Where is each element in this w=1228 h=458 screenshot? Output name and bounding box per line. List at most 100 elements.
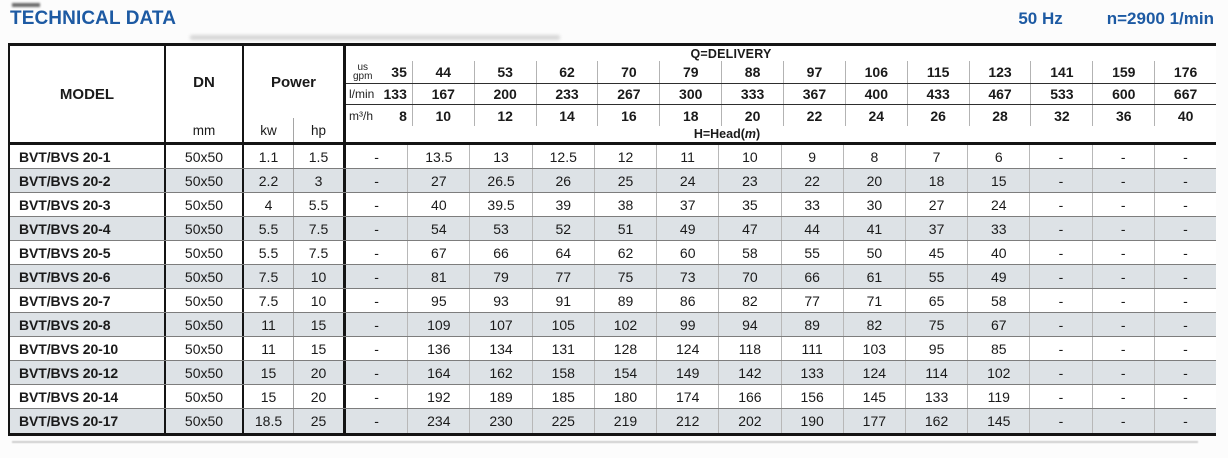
table-row: BVT/BVS 20-3 50x50 4 5.5-40 39.5 39 38 37 35 33 30… (10, 193, 1216, 217)
head-value-cell: 89 (595, 289, 658, 312)
head-value-cell: 145 (844, 385, 906, 408)
head-value-cell: - (1030, 409, 1093, 433)
model-cell: BVT/BVS 20-17 (10, 409, 166, 433)
topbar: TECHNICAL DATA 50 Hz n=2900 1/min (10, 8, 1214, 30)
head-value-cell: 52 (533, 217, 595, 240)
delivery-header: Q=DELIVERY us gpm 35 44 53 62 70 79 88 97 106 115 12… (346, 46, 1216, 142)
head-value-cell: - (1030, 169, 1093, 192)
head-value-cell: 124 (844, 361, 906, 384)
head-value-cell: - (1030, 241, 1093, 264)
table-row: BVT/BVS 20-10 50x50 11 15-136 134 131 128 124 11… (10, 337, 1216, 361)
head-value-cell: 212 (657, 409, 720, 433)
head-value-cell: 26 (533, 169, 595, 192)
flow-value-cell: 176 (1173, 64, 1198, 80)
head-value-cell: 13.5 (408, 145, 471, 168)
dn-header-label: DN (193, 73, 215, 91)
head-value-cell: 51 (595, 217, 658, 240)
flow-value-cell: 22 (784, 105, 846, 126)
head-value-cell: 55 (906, 265, 969, 288)
table-row: BVT/BVS 20-14 50x50 15 20-192 189 185 180 174 16… (10, 385, 1216, 409)
head-value-cell: 114 (906, 361, 969, 384)
power-header-label: Power (270, 73, 316, 91)
head-value-cell: - (1030, 193, 1093, 216)
model-cell: BVT/BVS 20-12 (10, 361, 166, 384)
head-value-cell: 44 (782, 217, 844, 240)
dn-cell: 50x50 (166, 145, 244, 168)
power-units-row: kw hp (244, 118, 343, 142)
head-value-cell: 95 (408, 289, 471, 312)
head-value-cell: - (346, 169, 409, 192)
model-cell: BVT/BVS 20-6 (10, 265, 166, 288)
table-row: BVT/BVS 20-5 50x50 5.5 7.5-67 66 64 62 60 58 55 50… (10, 241, 1216, 265)
dn-cell: 50x50 (166, 169, 244, 192)
head-value-cell: - (1093, 409, 1155, 433)
flow-unit-row: us gpm 35 44 53 62 70 79 88 97 106 115 123 141 159 176 (346, 61, 1216, 84)
head-value-cell: 55 (782, 241, 844, 264)
hp-cell: 15 (294, 313, 346, 336)
head-value-cell: 25 (595, 169, 658, 192)
head-value-cell: 15 (968, 169, 1031, 192)
flow-value-cell: 267 (598, 84, 661, 104)
page-title: TECHNICAL DATA (10, 8, 177, 29)
flow-value-cell: 20 (722, 105, 785, 126)
flow-value-cell: 79 (660, 61, 723, 83)
table-row: BVT/BVS 20-4 50x50 5.5 7.5-54 53 52 51 49 47 44 41… (10, 217, 1216, 241)
head-value-cell: 33 (782, 193, 844, 216)
head-value-cell: - (1093, 217, 1155, 240)
model-cell: BVT/BVS 20-1 (10, 145, 166, 168)
head-value-cell: - (1030, 385, 1093, 408)
kw-cell: 4 (244, 193, 294, 216)
head-value-cell: 75 (595, 265, 658, 288)
head-value-cell: 118 (719, 337, 782, 360)
head-value-cell: 86 (657, 289, 720, 312)
head-value-cell: - (1183, 220, 1188, 237)
head-value-cell: 9 (782, 145, 844, 168)
head-value-cell: 107 (470, 313, 533, 336)
head-value-cell: 26.5 (470, 169, 533, 192)
flow-value-cell: 62 (537, 61, 599, 83)
flow-value-cell: 12 (475, 105, 537, 126)
hp-cell: 1.5 (294, 145, 346, 168)
head-value-cell: - (1030, 313, 1093, 336)
head-value-cell: 39 (533, 193, 595, 216)
head-value-cell: 73 (657, 265, 720, 288)
flow-value-cell: 28 (970, 105, 1032, 126)
head-value-cell: 133 (906, 385, 969, 408)
flow-rows: us gpm 35 44 53 62 70 79 88 97 106 115 123 141 159 176 l… (346, 61, 1216, 126)
head-value-cell: 102 (595, 313, 658, 336)
head-value-cell: 50 (844, 241, 906, 264)
head-value-cell: 111 (782, 337, 844, 360)
power-unit-kw: kw (244, 118, 294, 142)
table-row: BVT/BVS 20-12 50x50 15 20-164 162 158 154 149 14… (10, 361, 1216, 385)
head-value-cell: 70 (719, 265, 782, 288)
flow-value-cell: 70 (598, 61, 661, 83)
table-row: BVT/BVS 20-6 50x50 7.5 10-81 79 77 75 73 70 66 61 5… (10, 265, 1216, 289)
model-cell: BVT/BVS 20-14 (10, 385, 166, 408)
head-value-cell: 6 (968, 145, 1031, 168)
head-value-cell: - (1183, 148, 1188, 165)
flow-value-cell: 97 (784, 61, 846, 83)
kw-cell: 7.5 (244, 289, 294, 312)
kw-cell: 11 (244, 313, 294, 336)
flow-value-cell: 115 (908, 61, 970, 83)
hp-cell: 7.5 (294, 217, 346, 240)
head-value-cell: 13 (470, 145, 533, 168)
head-value-cell: - (1183, 172, 1188, 189)
head-value-cell: - (1030, 145, 1093, 168)
head-value-cell: - (1030, 337, 1093, 360)
head-value-cell: 40 (408, 193, 471, 216)
head-value-cell: - (1093, 241, 1155, 264)
head-value-cell: 38 (595, 193, 658, 216)
head-value-cell: 58 (719, 241, 782, 264)
head-value-cell: - (1183, 316, 1188, 333)
flow-value-cell: 44 (413, 61, 475, 83)
flow-value-cell: 10 (413, 105, 475, 126)
flow-value-cell: 159 (1093, 61, 1156, 83)
head-unit-label: H=Head(m) (693, 127, 761, 141)
kw-cell: 11 (244, 337, 294, 360)
head-value-cell: 136 (408, 337, 471, 360)
model-cell: BVT/BVS 20-7 (10, 289, 166, 312)
flow-value-cell: 433 (908, 84, 970, 104)
flow-value-cell: 24 (846, 105, 908, 126)
head-value-cell: - (346, 313, 409, 336)
